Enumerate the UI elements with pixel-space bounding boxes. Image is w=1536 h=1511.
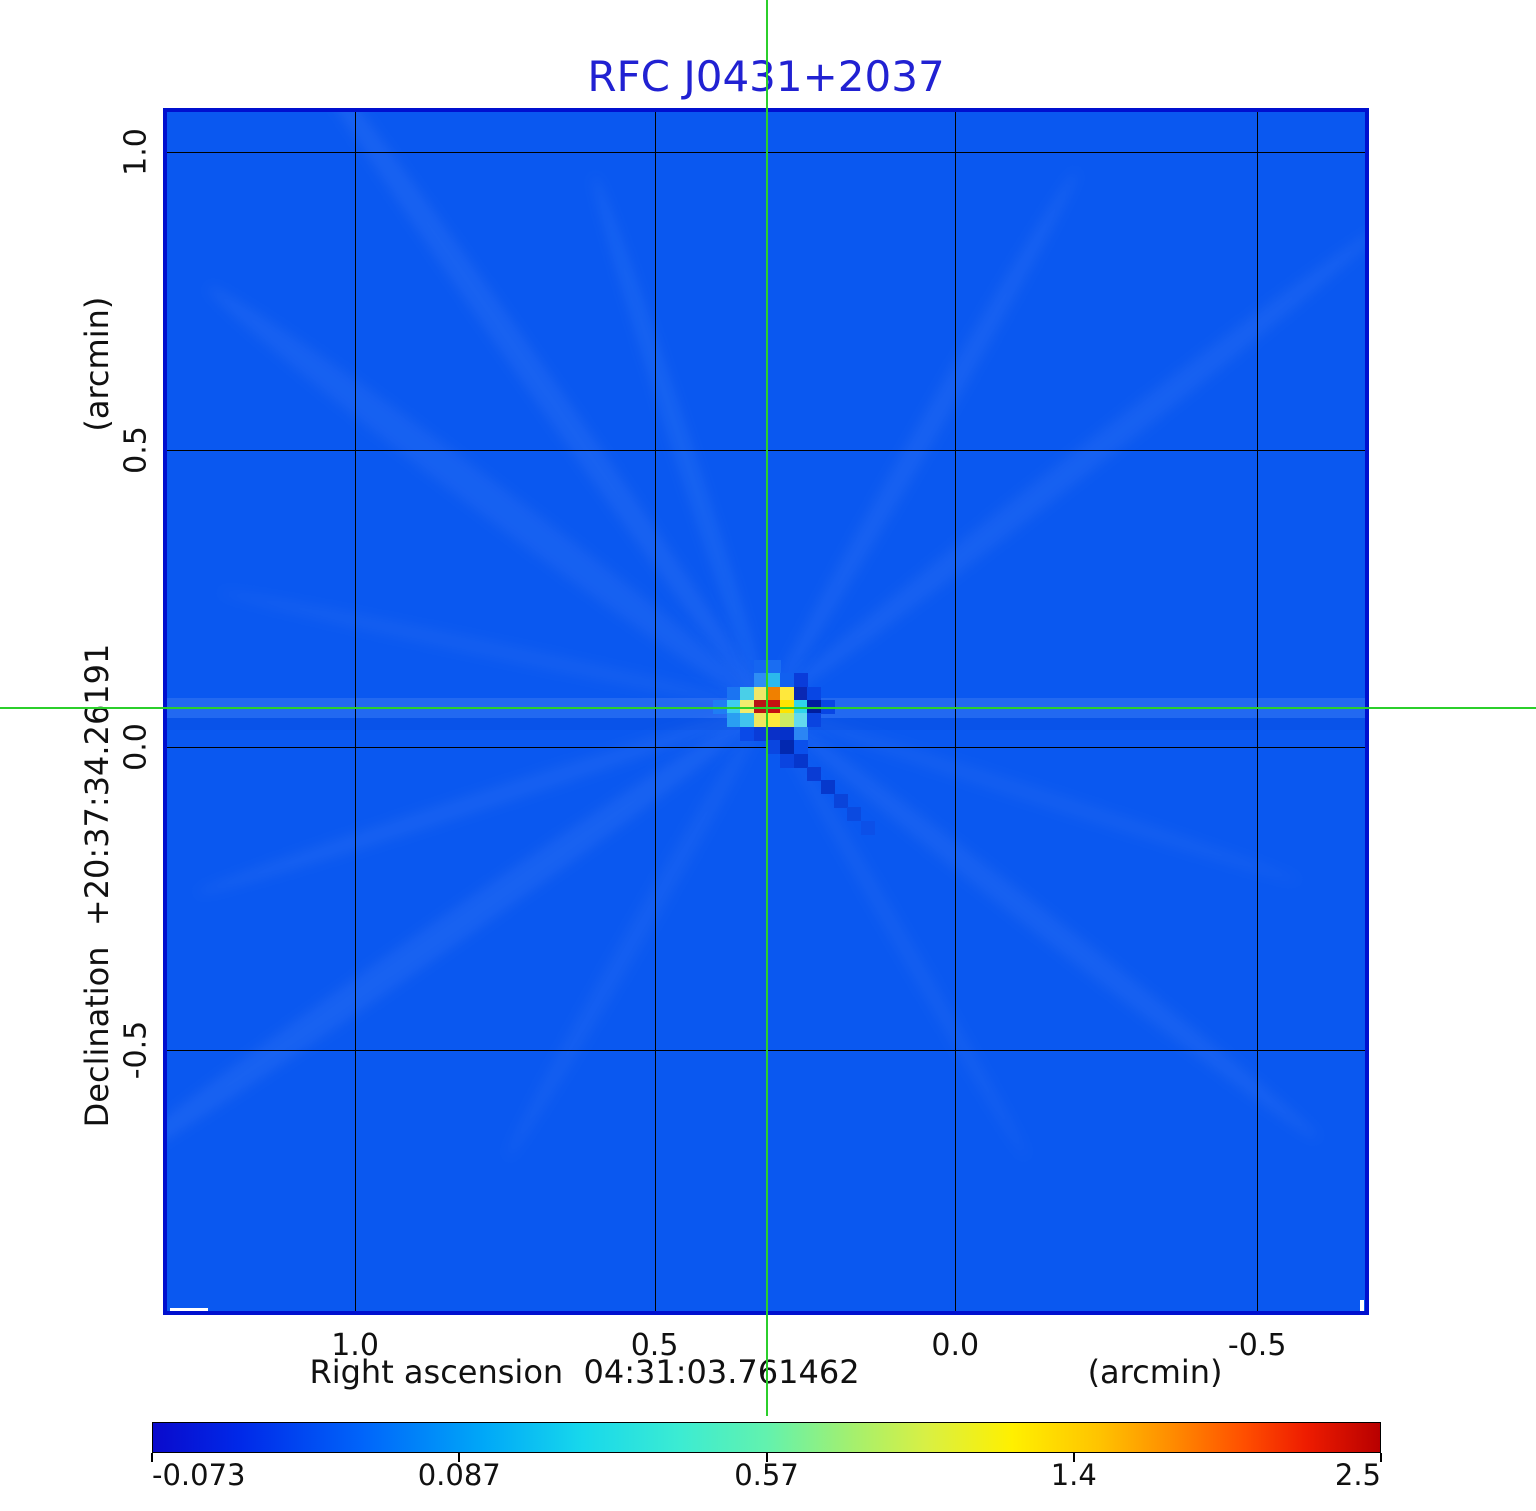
source-pixel <box>807 767 822 781</box>
source-pixel <box>726 686 741 701</box>
colorbar-tick-label: 2.5 <box>1334 1458 1381 1492</box>
y-axis-unit: (arcmin) <box>78 296 116 432</box>
source-pixel <box>767 726 781 741</box>
source-pixel <box>767 740 781 755</box>
sidelobe-ray <box>167 695 776 1191</box>
sidelobe-ray <box>757 165 1087 714</box>
source-pixel <box>820 780 835 795</box>
sidelobe-ray <box>759 698 1326 1149</box>
source-pixel <box>780 740 795 755</box>
source-pixel <box>793 726 808 741</box>
source-pixel <box>753 659 768 674</box>
source-pixel <box>767 659 781 674</box>
x-tick-label: 0.0 <box>931 1328 980 1363</box>
source-pixel <box>780 713 795 728</box>
x-tick-label: 1.0 <box>331 1328 379 1363</box>
source-pixel <box>753 673 768 688</box>
x-tick-label: -0.5 <box>1227 1328 1287 1363</box>
colorbar-tick-label: 0.57 <box>734 1458 799 1492</box>
y-axis-label-text: Declination +20:37:34.26191 <box>78 643 116 1128</box>
colorbar-tick-label: 0.087 <box>417 1458 501 1492</box>
y-tick-label: 1.0 <box>118 127 154 176</box>
grid-line-vertical <box>955 112 957 1311</box>
source-pixel <box>753 686 768 701</box>
grid-line-vertical <box>654 112 656 1311</box>
source-pixel <box>834 793 848 808</box>
source-pixel <box>753 713 768 728</box>
colorbar-tick <box>1380 1453 1382 1462</box>
colorbar <box>152 1422 1381 1453</box>
source-pixel <box>807 686 822 701</box>
grid-line-vertical <box>1257 112 1259 1311</box>
source-pixel <box>767 673 781 688</box>
source-pixel <box>767 713 781 728</box>
colorbar-tick <box>1072 1453 1075 1462</box>
y-tick-label: 0.5 <box>118 426 154 474</box>
source-pixel <box>740 713 755 728</box>
source-pixel <box>780 753 795 768</box>
colorbar-tick-label: 1.4 <box>1050 1458 1097 1492</box>
y-tick-label: -0.5 <box>118 1020 154 1079</box>
x-tick-label: 0.5 <box>630 1328 679 1363</box>
source-pixel <box>793 713 808 728</box>
colorbar-tick-label: -0.073 <box>152 1458 246 1492</box>
source-pixel <box>847 807 862 822</box>
colorbar-tick <box>151 1453 153 1462</box>
x-axis-unit: (arcmin) <box>1087 1353 1223 1391</box>
source-pixel <box>767 686 781 701</box>
source-pixel <box>780 686 795 701</box>
source-pixel <box>726 713 741 728</box>
sidelobe-ray <box>758 217 1365 719</box>
y-axis-label: Declination +20:37:34.26191 (arcmin) <box>78 297 116 1128</box>
source-pixel <box>740 686 755 701</box>
source-pixel <box>780 726 795 741</box>
grid-line-vertical <box>355 112 357 1311</box>
source-pixel <box>860 820 875 835</box>
source-pixel <box>740 726 755 741</box>
plot-artifact-dash <box>170 1308 208 1311</box>
y-tick-label: 0.0 <box>118 723 154 772</box>
plot-artifact-notch <box>1360 1300 1364 1311</box>
source-pixel <box>793 673 808 688</box>
source-pixel <box>753 726 768 741</box>
source-pixel <box>793 686 808 701</box>
colorbar-tick <box>765 1453 768 1462</box>
crosshair-horizontal-line <box>0 706 1536 709</box>
source-pixel <box>793 753 808 768</box>
source-pixel <box>793 740 808 755</box>
colorbar-tick <box>458 1453 461 1462</box>
x-axis-label: Right ascension 04:31:03.761462 (arcmin) <box>163 1353 1369 1391</box>
source-pixel <box>780 673 795 688</box>
x-axis-label-text: Right ascension 04:31:03.761462 <box>309 1353 860 1391</box>
source-pixel <box>807 713 822 728</box>
